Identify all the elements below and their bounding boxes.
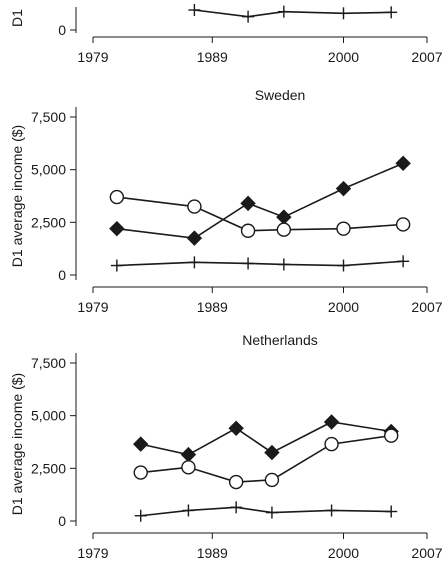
y-tick-label: 2,500 — [31, 460, 66, 476]
diamond-marker — [228, 420, 244, 437]
circle-marker — [336, 221, 351, 236]
panel-3: Netherlands 0 2,500 5,000 7,500 D1 average in… — [9, 332, 443, 561]
diamond-marker — [133, 436, 149, 452]
x-tick-label: 2000 — [328, 545, 359, 561]
plus-marker — [325, 504, 338, 517]
y-axis-label: D1 — [9, 9, 25, 27]
diamond-marker — [335, 180, 352, 197]
series-plus — [134, 501, 398, 522]
panel-title: Sweden — [255, 87, 306, 103]
panel-1: 0 D1 1979 1989 2000 2007 — [9, 4, 443, 65]
x-tick-label: 2007 — [411, 49, 442, 65]
diamond-marker — [240, 195, 256, 212]
circle-marker — [384, 428, 399, 443]
series-diamond — [109, 155, 411, 246]
x-tick-label: 2007 — [411, 299, 442, 315]
x-tick-label: 1989 — [197, 545, 228, 561]
x-tick-label: 1979 — [77, 299, 108, 315]
plus-marker — [337, 259, 350, 272]
series-line — [140, 434, 392, 483]
x-tick-label: 1989 — [197, 299, 228, 315]
plus-marker — [188, 4, 201, 16]
diamond-marker — [186, 230, 203, 246]
y-tick-label: 7,500 — [31, 355, 66, 371]
series-line — [116, 196, 404, 232]
x-tick-label: 1989 — [197, 49, 228, 65]
series-circle — [109, 189, 411, 238]
plus-marker — [337, 7, 350, 20]
series-line — [116, 162, 404, 239]
y-tick-label: 0 — [58, 513, 66, 529]
circle-marker — [181, 460, 196, 475]
panel-title: Netherlands — [242, 332, 318, 348]
y-tick-label: 0 — [58, 267, 66, 283]
plus-marker — [385, 6, 398, 19]
y-axis-label: D1 average income ($) — [9, 125, 25, 267]
y-tick-label: 5,000 — [31, 162, 66, 178]
series-line — [140, 421, 392, 456]
x-tick-label: 2000 — [328, 49, 359, 65]
diamond-marker — [395, 155, 411, 172]
plus-marker — [277, 258, 290, 271]
circle-marker — [228, 474, 244, 490]
y-axis-label: D1 average income ($) — [9, 373, 25, 515]
circle-marker — [395, 217, 411, 232]
x-tick-label: 2000 — [328, 299, 359, 315]
series-plus — [110, 255, 410, 272]
circle-marker — [276, 222, 292, 237]
y-tick-label: 0 — [58, 22, 66, 38]
diamond-marker — [180, 446, 197, 463]
plus-marker — [385, 505, 398, 518]
series-circle — [133, 428, 399, 490]
circle-marker — [109, 189, 125, 205]
panel-2: Sweden 0 2,500 5,000 7,500 D1 average income … — [9, 87, 443, 315]
series-line — [140, 506, 392, 517]
plus-marker — [242, 10, 255, 23]
plus-marker — [242, 257, 255, 270]
y-tick-label: 7,500 — [31, 109, 66, 125]
plus-marker — [397, 255, 410, 268]
series-diamond — [133, 414, 399, 463]
series-plus — [188, 4, 398, 23]
circle-marker — [187, 199, 202, 214]
plus-marker — [110, 259, 123, 272]
x-tick-label: 2007 — [411, 545, 442, 561]
plus-marker — [182, 504, 195, 517]
diamond-marker — [276, 209, 292, 225]
y-tick-label: 2,500 — [31, 214, 66, 230]
plus-marker — [230, 501, 243, 514]
plus-marker — [134, 509, 147, 522]
diamond-marker — [264, 444, 280, 461]
circle-marker — [240, 223, 256, 238]
plus-marker — [188, 256, 201, 269]
diamond-marker — [109, 220, 125, 237]
x-tick-label: 1979 — [77, 545, 108, 561]
circle-marker — [264, 472, 280, 488]
circle-marker — [133, 465, 148, 480]
y-tick-label: 5,000 — [31, 408, 66, 424]
plus-marker — [265, 506, 278, 519]
series-line — [194, 9, 392, 18]
x-tick-label: 1979 — [77, 49, 108, 65]
circle-marker — [324, 436, 339, 452]
plus-marker — [277, 5, 290, 18]
diamond-marker — [323, 414, 340, 430]
series-line — [116, 260, 404, 267]
